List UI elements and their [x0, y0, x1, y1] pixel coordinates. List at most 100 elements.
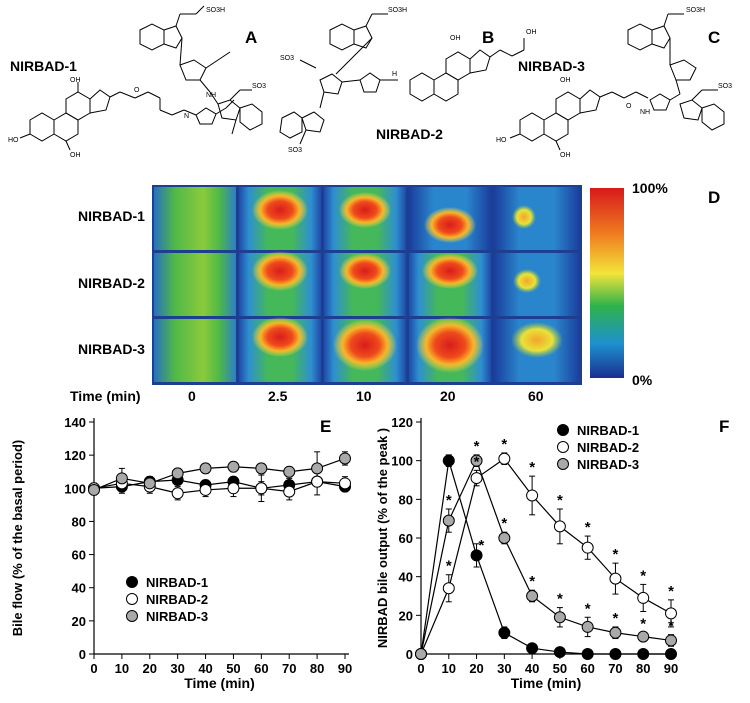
significance-marker: *: [640, 616, 646, 633]
imaging-time-60: 60: [528, 388, 544, 404]
data-point: [227, 482, 240, 495]
data-point: [227, 460, 240, 473]
significance-marker: *: [446, 558, 452, 575]
compound-name-nirbad-1: NIRBAD-1: [10, 58, 77, 74]
x-tick-label: 50: [226, 661, 240, 676]
y-tick-label: 40: [399, 570, 413, 585]
imaging-row-label-1: NIRBAD-1: [78, 208, 145, 224]
significance-marker: *: [446, 492, 452, 509]
imaging-time-2-5: 2.5: [268, 388, 288, 404]
x-tick-label: 20: [469, 661, 483, 676]
significance-marker: *: [479, 537, 485, 554]
x-tick-label: 10: [442, 661, 456, 676]
legend-marker: [126, 610, 138, 622]
x-tick-label: 0: [417, 661, 424, 676]
atom-label: OH: [560, 77, 571, 84]
structure-b-core: [279, 13, 525, 145]
series-line: [420, 457, 672, 655]
imaging-row-label-3: NIRBAD-3: [78, 341, 145, 357]
y-tick-label: 40: [72, 581, 86, 596]
significance-marker: *: [585, 519, 591, 536]
data-point: [581, 541, 594, 554]
significance-marker: *: [585, 600, 591, 617]
significance-marker: *: [529, 459, 535, 476]
data-point: [637, 648, 650, 660]
panel-label-f: F: [719, 417, 729, 436]
data-point: [339, 452, 351, 465]
series-line: [420, 460, 671, 655]
data-point: [470, 472, 483, 485]
series-line: [93, 457, 346, 491]
chart-bile-output: F 0 20 40 60 80 100 120 0 10 20 30 40 50 60 70 80 90 Time …: [375, 415, 729, 691]
x-tick-label: 40: [198, 661, 212, 676]
data-point: [665, 634, 677, 647]
y-tick-label: 120: [64, 448, 86, 463]
legend-label: NIRBAD-2: [577, 440, 639, 455]
data-point: [255, 462, 268, 475]
significance-marker: *: [557, 492, 563, 509]
data-point: [442, 514, 455, 527]
atom-label: HO: [8, 137, 19, 144]
chart-bile-flow: E 0 20 40 60 80 100 120 140 0 10 20 30 40 50 60 70 80 90 Ti…: [10, 415, 352, 691]
series-line: [93, 481, 346, 494]
data-point: [637, 591, 650, 604]
data-point: [609, 626, 622, 639]
data-point: [339, 477, 351, 490]
y-tick-label: 100: [64, 481, 86, 496]
data-point: [311, 462, 324, 475]
y-axis-title: Bile flow (% of the basal period): [10, 440, 25, 636]
y-tick-label: 20: [399, 608, 413, 623]
structure-c-core: [509, 13, 725, 151]
y-tick-label: 0: [406, 647, 413, 662]
significance-marker: *: [501, 515, 507, 532]
significance-marker: *: [668, 618, 674, 635]
legend-marker: [557, 424, 569, 436]
data-point: [470, 549, 483, 562]
legend-label: NIRBAD-1: [146, 575, 208, 590]
data-point: [609, 572, 622, 585]
data-point: [526, 590, 539, 602]
data-point: [115, 472, 128, 485]
x-tick-label: 0: [90, 661, 97, 676]
y-tick-label: 0: [79, 647, 86, 662]
atom-label: SO3H: [686, 7, 705, 14]
significance-marker: *: [529, 573, 535, 590]
significance-marker: *: [557, 591, 563, 608]
scale-max-label: 100%: [632, 180, 668, 196]
atom-label: SO3: [718, 83, 732, 90]
chemical-structures: SO3H SO3 OH HO OH O N NH SO3H SO3 SO3 OH…: [8, 5, 732, 159]
imaging-time-label: Time (min): [70, 388, 141, 404]
x-tick-label: 50: [553, 661, 567, 676]
data-point: [581, 648, 594, 660]
y-axis-title: NIRBAD bile output (% of the peak ): [375, 428, 390, 648]
x-tick-label: 70: [282, 661, 296, 676]
y-tick-label: 60: [399, 531, 413, 546]
significance-marker: *: [501, 436, 507, 453]
atom-label: N: [184, 113, 189, 120]
atom-label: OH: [450, 35, 461, 42]
series-line: [420, 459, 672, 655]
compound-name-nirbad-3: NIRBAD-3: [518, 58, 585, 74]
x-tick-label: 70: [608, 661, 622, 676]
intensity-color-scale: [590, 188, 624, 378]
significance-marker: *: [613, 546, 619, 563]
panel-label-d: D: [708, 188, 721, 207]
x-tick-label: 60: [254, 661, 268, 676]
data-point: [415, 648, 427, 660]
y-tick-label: 120: [391, 415, 413, 430]
y-tick-label: 80: [72, 514, 86, 529]
data-point: [553, 611, 566, 624]
atom-label: OH: [70, 152, 81, 159]
imaging-row-label-2: NIRBAD-2: [78, 275, 145, 291]
x-tick-label: 90: [338, 661, 352, 676]
x-tick-label: 20: [143, 661, 157, 676]
significance-marker: *: [668, 583, 674, 600]
panel-label-e: E: [320, 417, 331, 436]
legend-label: NIRBAD-3: [146, 609, 208, 624]
data-point: [498, 626, 511, 639]
panel-label-b: B: [482, 28, 495, 47]
y-tick-label: 60: [72, 548, 86, 563]
data-point: [442, 454, 455, 467]
atom-label: OH: [70, 77, 81, 84]
data-point: [581, 620, 594, 633]
